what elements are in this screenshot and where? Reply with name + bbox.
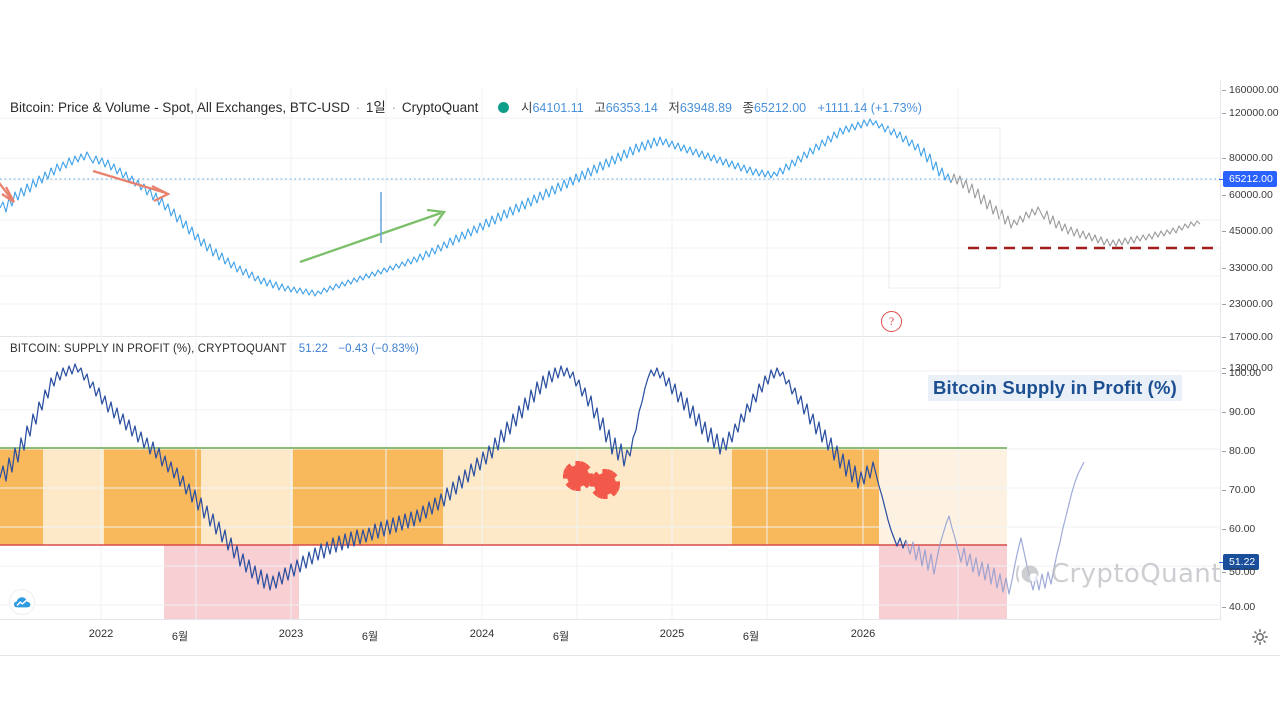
supply-legend[interactable]: BITCOIN: SUPPLY IN PROFIT (%), CRYPTOQUA… [10, 343, 419, 355]
price-series-line [0, 118, 952, 297]
ytick-price-6: 33000.00 [1222, 262, 1273, 274]
pane-divider-top [0, 336, 1220, 337]
orange-zone-4 [732, 448, 879, 545]
open-label: 시 [520, 101, 533, 115]
xtick-2: 2023 [278, 628, 304, 640]
supply-pane[interactable] [0, 338, 1220, 620]
supply-chart-svg [0, 338, 1220, 620]
ytick-supply-6: 50.00 [1221, 566, 1256, 578]
supply-legend-value: 51.22 [298, 343, 328, 355]
legend-separator-2: · [391, 100, 397, 115]
watermark-text: CryptoQuant [1051, 559, 1222, 589]
cryptoquant-badge-logo[interactable] [9, 589, 35, 615]
orange-zone-3 [293, 448, 443, 545]
cloud-chart-icon [13, 596, 30, 607]
supply-series-line [0, 363, 907, 591]
price-legend-interval[interactable]: 1일 [365, 100, 386, 115]
supply-zones [0, 448, 1007, 620]
xtick-3: 6월 [361, 631, 379, 643]
xtick-0: 2022 [88, 628, 114, 640]
price-vertical-gridlines [100, 88, 959, 336]
supply-annotation-label: Bitcoin Supply in Profit (%) [928, 375, 1183, 401]
red-burst-marker-1 [563, 461, 593, 491]
ytick-price-2: 80000.00 [1222, 152, 1273, 164]
supply-projection-line [905, 461, 1085, 595]
ytick-supply-7: 40.00 [1221, 601, 1256, 613]
ytick-supply-3: 70.00 [1221, 484, 1256, 496]
price-axis-right[interactable]: 160000.00 120000.00 80000.00 65212.00 60… [1218, 80, 1280, 620]
xtick-4: 2024 [469, 628, 495, 640]
price-chart-svg [0, 88, 1220, 336]
time-axis[interactable]: 2022 6월 2023 6월 2024 6월 2025 6월 2026 [0, 620, 1280, 656]
ytick-supply-4: 60.00 [1221, 523, 1256, 535]
price-legend-title: Bitcoin: Price & Volume - Spot, All Exch… [10, 100, 350, 115]
supply-legend-title: BITCOIN: SUPPLY IN PROFIT (%), CRYPTOQUA… [10, 343, 287, 355]
ytick-price-1: 120000.00 [1222, 107, 1279, 119]
cream-zone-3 [879, 448, 1007, 545]
xtick-1: 6월 [171, 631, 189, 643]
ytick-price-0: 160000.00 [1222, 84, 1279, 96]
projection-box [888, 127, 1001, 289]
ytick-supply-1: 90.00 [1221, 406, 1256, 418]
price-pane[interactable] [0, 88, 1220, 336]
orange-zone-2 [104, 448, 201, 545]
xtick-5: 6월 [552, 631, 570, 643]
ytick-supply-2: 80.00 [1221, 445, 1256, 457]
supply-gridlines [0, 370, 1220, 606]
red-burst-marker-2 [590, 469, 620, 499]
series-status-dot [498, 101, 510, 113]
price-legend[interactable]: Bitcoin: Price & Volume - Spot, All Exch… [10, 96, 922, 116]
price-projection-line [950, 173, 1201, 247]
ytick-price-5: 45000.00 [1222, 225, 1273, 237]
ytick-price-8: 17000.00 [1222, 331, 1273, 343]
ytick-supply-0: 100.00 [1221, 367, 1262, 379]
low-value: 63948.89 [679, 101, 732, 115]
open-value: 64101.11 [532, 101, 584, 115]
price-legend-source: CryptoQuant [401, 100, 479, 115]
supply-legend-change: −0.43 (−0.83%) [338, 343, 419, 355]
xtick-7: 6월 [742, 631, 760, 643]
close-label: 종 [742, 101, 754, 115]
pink-zone-2 [879, 545, 1007, 620]
ytick-price-4: 60000.00 [1222, 189, 1273, 201]
ytick-price-current[interactable]: 65212.00 [1219, 171, 1277, 187]
xtick-8: 2026 [850, 628, 876, 640]
price-change: +1111.14 (+1.73%) [817, 101, 922, 115]
legend-separator-1: · [355, 100, 361, 115]
red-down-arrow-small [0, 182, 16, 203]
price-gridlines [0, 117, 1220, 305]
xtick-6: 2025 [659, 628, 685, 640]
cryptoquant-logo-icon [1016, 565, 1039, 583]
red-down-arrow [92, 169, 171, 203]
orange-zone-1 [0, 448, 43, 545]
high-label: 고 [594, 101, 606, 115]
pink-zone-1 [164, 545, 299, 620]
close-value: 65212.00 [753, 101, 807, 115]
ytick-price-7: 23000.00 [1222, 298, 1273, 310]
ohlc-values: 시64101.11 고66353.14 저63948.89 종65212.00 … [521, 101, 922, 115]
low-label: 저 [668, 101, 680, 115]
gear-icon[interactable] [1252, 629, 1268, 645]
ytick-price-9: 13000.00 [1222, 362, 1273, 374]
high-value: 66353.14 [605, 101, 658, 115]
pane-divider-bottom [0, 619, 1280, 620]
ytick-supply-current[interactable]: 51.22 [1218, 554, 1260, 570]
question-mark-icon[interactable]: ? [881, 311, 902, 332]
cryptoquant-watermark: CryptoQuant [1012, 559, 1222, 589]
green-up-arrow [299, 208, 447, 264]
